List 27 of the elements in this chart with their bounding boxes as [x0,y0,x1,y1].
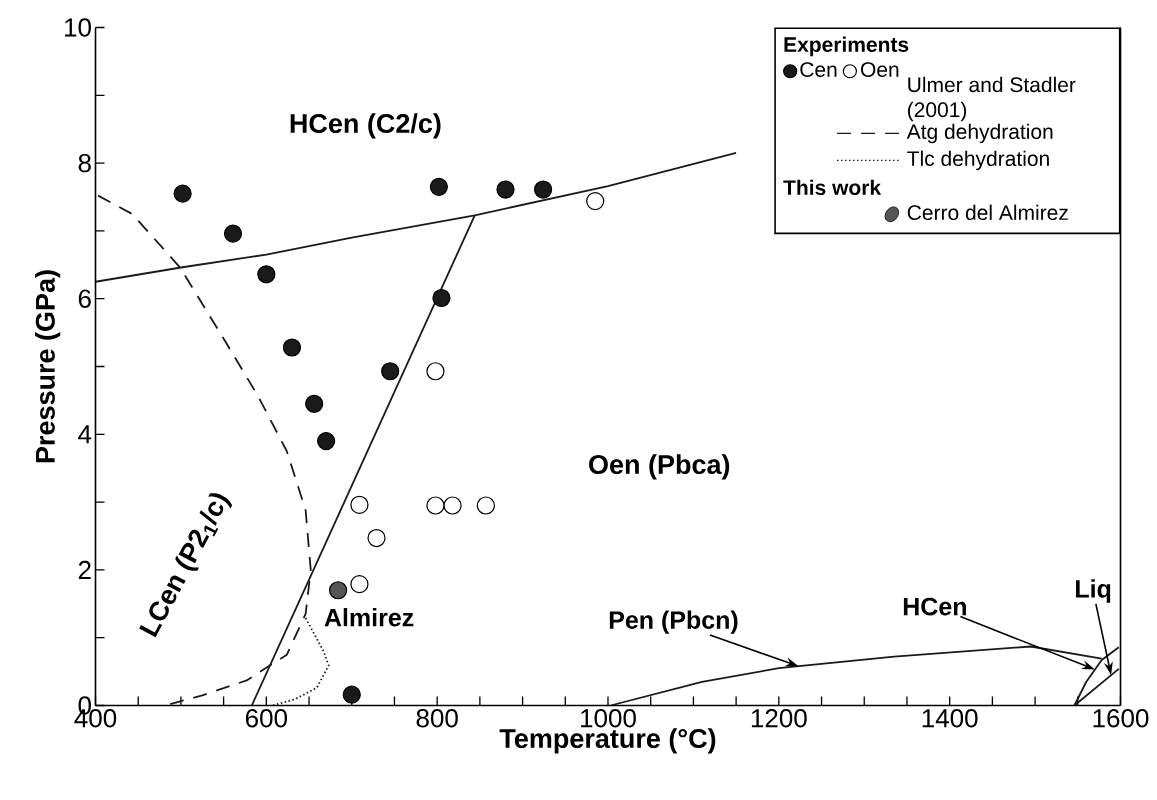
x-tick-label: 1400 [922,709,978,728]
annotation: Liq [1076,579,1111,603]
x-tick-label: 1000 [581,709,636,728]
annotation: Ulmer and Stadler (2001) [908,76,1076,122]
y-tick-label: 6 [78,289,91,308]
y-tick-label: 10 [65,18,91,37]
y-tick-label: 8 [78,153,91,173]
legend-label: Atg dehydration [906,123,1053,144]
annotation: Experiments [784,36,909,57]
y-tick-label: 4 [78,425,92,444]
x-tick-label: 600 [245,709,287,728]
y-tick-label: 2 [78,560,91,579]
x-tick-label: 1600 [1093,709,1149,728]
x-axis-title: Temperature (°C) [499,728,716,754]
annotation: Almirez [324,608,414,627]
annotation: HCen [903,597,966,616]
legend-label: Cerro del Almirez [907,204,1068,221]
legend-label: Cen [800,62,837,77]
legend-label: Oen [861,62,899,77]
legend-label: Tlc dehydration [907,150,1049,171]
x-tick-label: 1200 [751,709,807,728]
x-tick-label: 800 [416,709,458,728]
annotation: HCen (C2/c) [290,113,441,139]
annotation: Oen (Pbca) [589,454,730,480]
y-axis-title: Pressure (GPa) [35,270,61,463]
annotation: This work [783,179,882,196]
annotation: Pen (Pbcn) [609,610,738,634]
